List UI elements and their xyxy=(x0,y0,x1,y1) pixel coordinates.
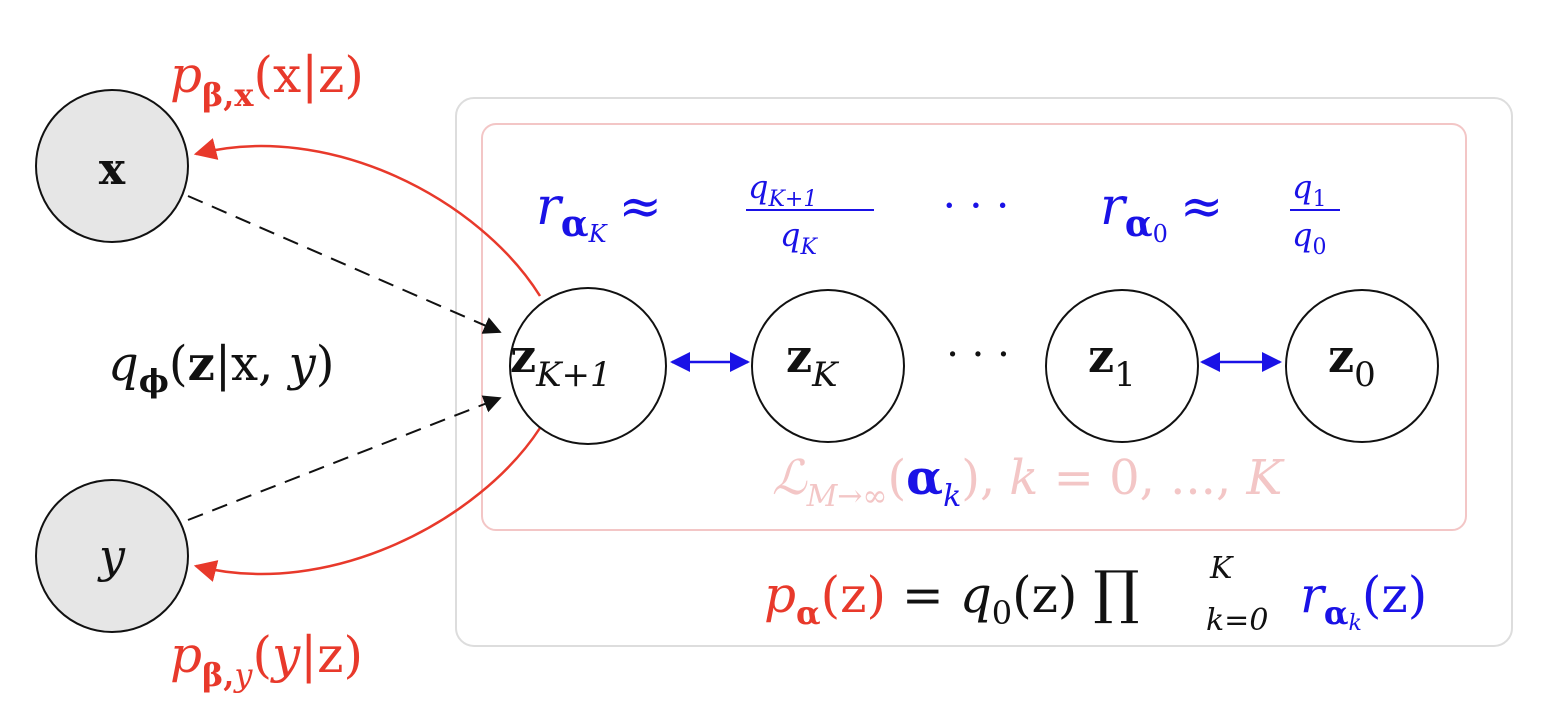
node-zK-sub: K xyxy=(811,355,840,395)
edge-zK1-to-x xyxy=(193,138,542,297)
node-x: x xyxy=(35,89,189,243)
svg-text:rαk(z): rαk(z) xyxy=(1300,566,1427,636)
label-loss: ℒM→∞(αk), k = 0, ..., K xyxy=(772,450,1285,514)
edge-zK1-to-y xyxy=(193,427,542,582)
svg-text:z1: z1 xyxy=(1088,329,1136,395)
label-q-phi: qϕ(z|x, y) xyxy=(108,336,334,400)
svg-text:pα(z) = q0(z) ∏: pα(z) = q0(z) ∏ xyxy=(764,558,1139,632)
edge-x-to-zK1 xyxy=(187,195,502,334)
svg-text:qK: qK xyxy=(780,216,818,260)
svg-text:q1: q1 xyxy=(1292,168,1326,212)
label-p-beta-x: pβ,x(x|z) xyxy=(170,46,364,114)
svg-text:rα0≈: rα0 ≈ xyxy=(1100,177,1223,248)
svg-text:zK+1: zK+1 xyxy=(510,329,612,395)
node-z1-sub: 1 xyxy=(1114,355,1136,395)
svg-text:rαK≈: rαK ≈ xyxy=(536,177,662,248)
label-r-alpha-K: rαK ≈ qK+1 qK xyxy=(536,168,874,260)
latent-chain-dots: · · · xyxy=(946,332,1010,378)
node-y: y xyxy=(35,479,189,633)
svg-text:qK+1: qK+1 xyxy=(748,168,817,212)
node-z0-sub: 0 xyxy=(1354,355,1376,395)
svg-text:zK: zK xyxy=(786,329,840,395)
label-top-dots: · · · xyxy=(943,181,1010,230)
node-z-1: z1 xyxy=(1045,289,1199,443)
node-zK1-base: z xyxy=(510,329,536,383)
label-prior: pα(z) = q0(z) ∏ K k=0 rαk(z) xyxy=(764,551,1427,638)
label-r-alpha-0: rα0 ≈ q1 q0 xyxy=(1100,168,1340,260)
svg-text:q0: q0 xyxy=(1292,216,1326,260)
node-zK-base: z xyxy=(786,329,812,383)
svg-text:K: K xyxy=(1209,551,1234,586)
node-x-label: x xyxy=(99,144,126,195)
node-y-label: y xyxy=(97,529,126,583)
node-zK1-sub: K+1 xyxy=(535,355,612,395)
label-p-beta-y: pβ,y(y|z) xyxy=(170,626,363,694)
prior-model-box xyxy=(455,97,1513,647)
svg-text:z0: z0 xyxy=(1328,329,1376,395)
svg-text:k=0: k=0 xyxy=(1206,603,1268,638)
node-z-K: zK xyxy=(751,289,905,443)
edge-y-to-zK1 xyxy=(187,395,502,521)
node-z-0: z0 xyxy=(1285,289,1439,443)
node-z-K-plus-1: zK+1 xyxy=(509,287,667,445)
node-z1-base: z xyxy=(1088,329,1114,383)
node-z0-base: z xyxy=(1328,329,1354,383)
